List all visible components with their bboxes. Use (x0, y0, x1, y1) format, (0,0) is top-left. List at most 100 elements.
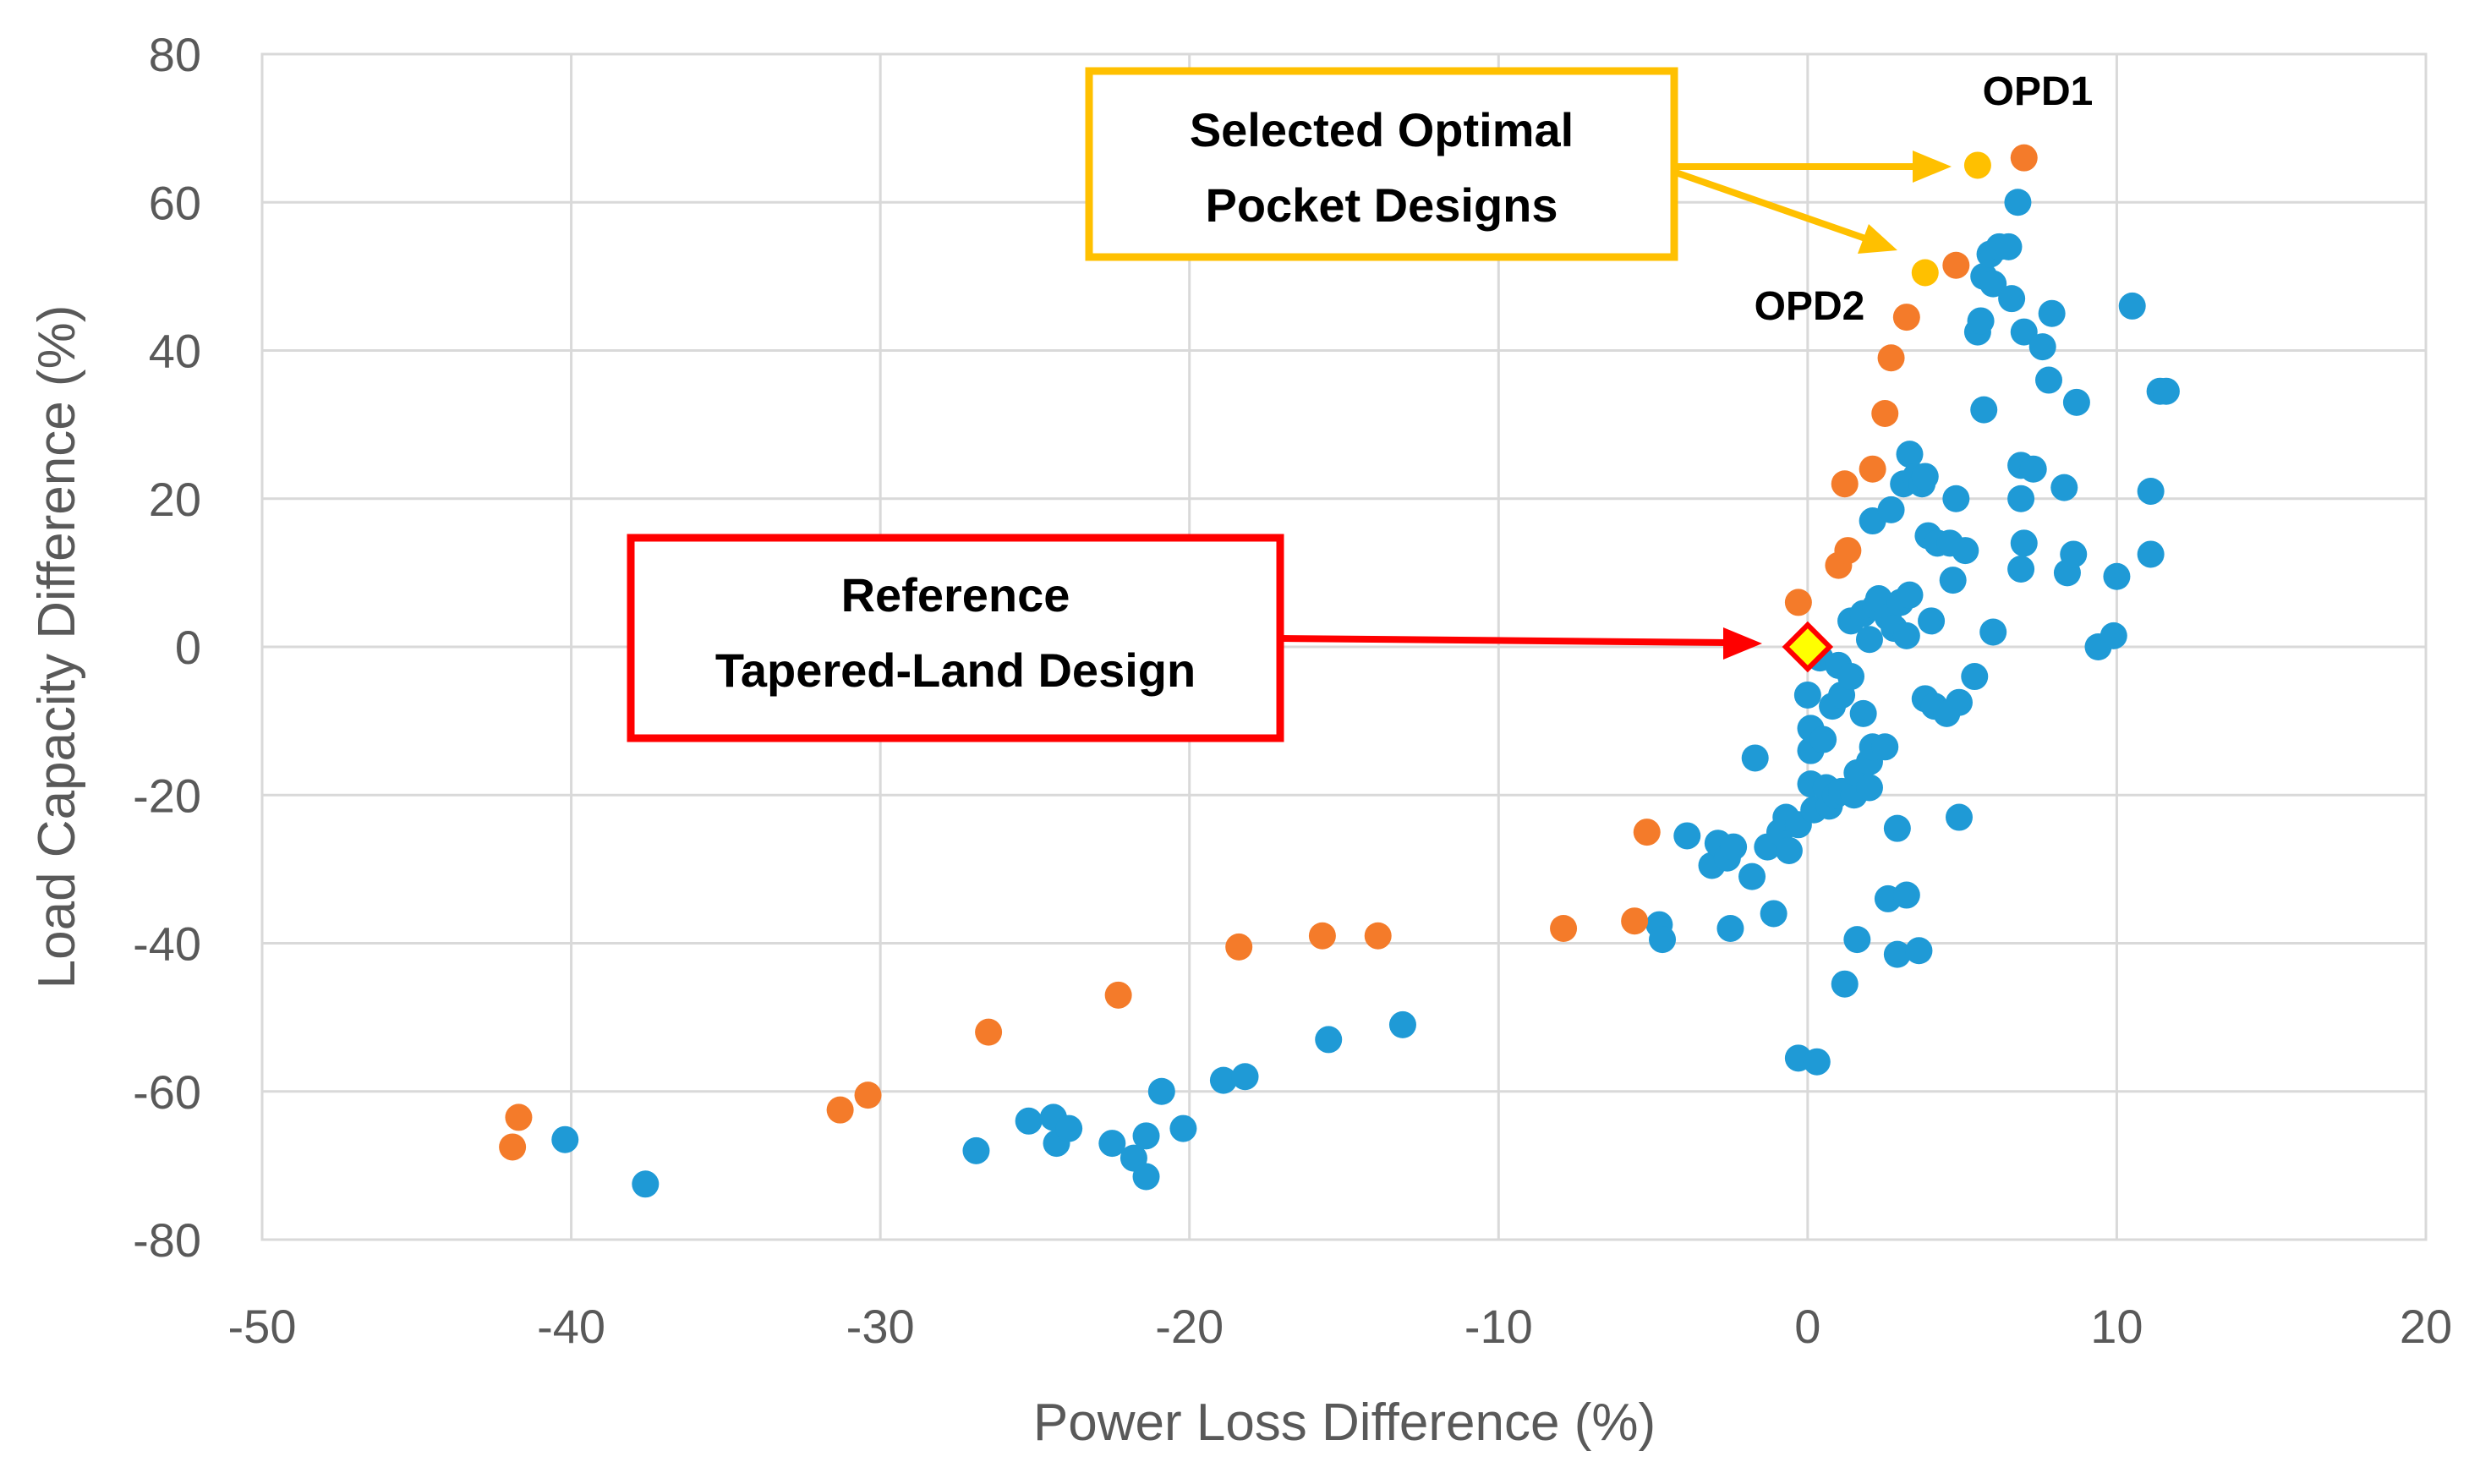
data-point-series-0 (1998, 285, 2026, 313)
data-point-series-0 (1388, 1010, 1416, 1038)
opd2-arrow-line (1674, 169, 1867, 242)
reference-box-line2: Tapered-Land Design (715, 643, 1196, 697)
data-point-series-0 (1945, 688, 1973, 716)
data-point-series-0 (1315, 1026, 1343, 1054)
data-point-series-0 (1967, 307, 1995, 335)
data-point-series-1 (1831, 470, 1859, 498)
data-point-series-0 (1809, 726, 1837, 753)
plot-area-border (260, 52, 2428, 1241)
y-tick-label: -80 (133, 1213, 201, 1267)
data-point-series-0 (1970, 396, 1998, 424)
data-point-series-1 (854, 1082, 882, 1109)
data-point-series-0 (2118, 292, 2146, 320)
x-tick-label: -40 (537, 1300, 605, 1353)
data-point-series-0 (2028, 333, 2056, 361)
y-tick-label: -40 (133, 917, 201, 971)
data-point-series-1 (1104, 981, 1132, 1009)
data-point-series-0 (2152, 377, 2180, 405)
data-point-series-1 (1834, 537, 1862, 565)
data-point-series-0 (2038, 299, 2066, 327)
data-point-series-0 (1979, 618, 2007, 646)
data-point-series-1 (1877, 344, 1905, 372)
data-point-series-0 (1942, 485, 1970, 512)
x-tick-label: 20 (2400, 1300, 2452, 1353)
data-point-series-0 (632, 1170, 660, 1198)
y-tick-labels: -80 -60 -40 -20 0 20 40 60 80 (133, 28, 201, 1267)
data-point-series-0 (1716, 914, 1744, 942)
data-point-series-1 (1225, 933, 1253, 961)
x-axis-title: Power Loss Difference (%) (1033, 1394, 1656, 1452)
data-point-series-0 (1877, 496, 1905, 523)
data-point-series-0 (1837, 663, 1865, 691)
data-point-series-2 (1963, 151, 1991, 179)
data-point-series-0 (1132, 1122, 1160, 1150)
reference-arrow-line (1281, 635, 1727, 646)
y-tick-label: 20 (149, 473, 201, 526)
data-point-series-0 (1098, 1130, 1126, 1158)
data-point-series-0 (2007, 555, 2035, 583)
data-point-series-0 (1775, 836, 1803, 864)
data-point-series-1 (1550, 914, 1578, 942)
data-point-series-0 (1209, 1066, 1237, 1094)
data-point-series-0 (1961, 663, 1989, 691)
data-point-series-0 (1849, 699, 1877, 727)
data-point-series-1 (1892, 304, 1920, 331)
data-point-series-1 (826, 1096, 854, 1124)
data-point-series-0 (1918, 607, 1946, 635)
data-point-series-0 (1855, 626, 1883, 654)
data-point-series-0 (2019, 455, 2047, 483)
data-point-series-0 (1720, 833, 1748, 861)
data-point-series-1 (975, 1018, 1003, 1046)
data-point-series-0 (2035, 366, 2063, 394)
y-tick-label: 60 (149, 176, 201, 229)
data-point-series-0 (1231, 1063, 1259, 1091)
data-point-series-0 (2137, 477, 2165, 505)
data-point-series-0 (2060, 540, 2088, 568)
data-point-series-0 (2004, 189, 2032, 216)
y-axis-title: Load Capacity Difference (%) (28, 305, 86, 989)
data-point-series-0 (2050, 474, 2078, 501)
data-point-series-0 (1905, 937, 1933, 965)
data-point-series-0 (1939, 567, 1967, 594)
data-point-series-0 (1169, 1114, 1197, 1142)
data-point-series-0 (1673, 822, 1701, 850)
data-point-series-1 (2010, 144, 2038, 172)
data-point-series-0 (1147, 1077, 1175, 1105)
data-point-series-0 (2007, 485, 2035, 512)
data-point-series-0 (2137, 540, 2165, 568)
data-point-series-0 (1741, 744, 1769, 772)
data-point-series-0 (1760, 900, 1787, 928)
data-point-series-1 (1942, 251, 1970, 279)
x-tick-labels: -50 -40 -30 -20 -10 0 10 20 (228, 1300, 2453, 1353)
data-point-series-1 (499, 1133, 527, 1161)
optimal-designs-box (1085, 67, 1678, 261)
data-point-series-0 (1896, 581, 1924, 609)
data-point-series-1 (1859, 455, 1886, 483)
data-point-series-0 (1995, 233, 2023, 260)
data-point-series-1 (505, 1103, 533, 1131)
data-point-series-0 (1952, 537, 1979, 565)
data-point-series-0 (551, 1125, 579, 1153)
optimal-box-line2: Pocket Designs (1205, 178, 1558, 232)
data-point-series-0 (1855, 774, 1883, 802)
reference-design-box (627, 534, 1284, 742)
data-point-series-0 (1831, 970, 1859, 998)
reference-design-marker (1782, 621, 1834, 673)
data-point-series-0 (1979, 270, 2007, 298)
data-point-series-0 (1871, 733, 1899, 761)
y-tick-label: -20 (133, 769, 201, 822)
y-tick-label: 40 (149, 325, 201, 378)
data-point-series-0 (1945, 803, 1973, 831)
data-point-series-0 (1911, 463, 1939, 490)
opd1-label: OPD1 (1983, 69, 2094, 114)
data-point-series-1 (1621, 907, 1649, 935)
data-point-series-0 (1055, 1114, 1083, 1142)
data-point-series-0 (1883, 814, 1911, 842)
data-point-series-0 (1843, 926, 1871, 954)
data-point-series-0 (2010, 318, 2038, 346)
data-point-series-1 (1633, 819, 1661, 846)
y-tick-label: 0 (175, 621, 201, 674)
opd1-arrowhead (1913, 151, 1952, 183)
data-points (499, 144, 2180, 1198)
